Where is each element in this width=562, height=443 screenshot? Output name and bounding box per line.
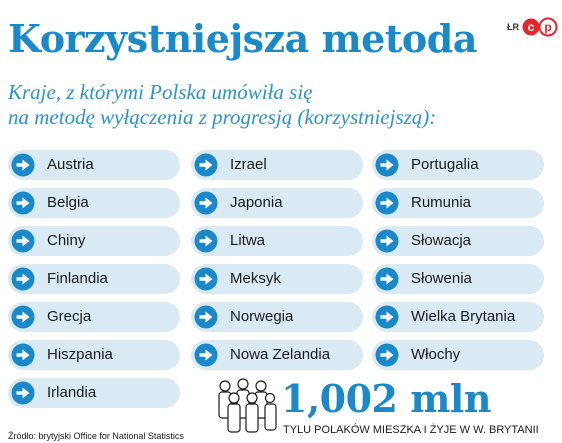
country-label: Hiszpania <box>47 346 113 363</box>
country-item: Portugalia <box>372 150 544 180</box>
arrow-right-circle-icon <box>375 267 399 291</box>
country-label: Litwa <box>230 232 266 249</box>
country-item: Belgia <box>8 188 180 218</box>
country-label: Izrael <box>230 156 267 173</box>
country-item: Włochy <box>372 340 544 370</box>
country-label: Włochy <box>411 346 461 363</box>
arrow-right-circle-icon <box>375 305 399 329</box>
arrow-right-circle-icon <box>11 305 35 329</box>
country-label: Chiny <box>47 232 86 249</box>
arrow-right-circle-icon <box>11 267 35 291</box>
country-label: Irlandia <box>47 384 97 401</box>
country-item: Słowenia <box>372 264 544 294</box>
arrow-right-circle-icon <box>11 381 35 405</box>
stat-caption: TYLU POLAKÓW MIESZKA I ŻYJE W W. BRYTANI… <box>283 424 539 436</box>
arrow-right-circle-icon <box>194 343 218 367</box>
country-item: Słowacja <box>372 226 544 256</box>
country-label: Belgia <box>47 194 89 211</box>
publisher-logo-icon: c p <box>522 17 558 37</box>
country-item: Hiszpania <box>8 340 180 370</box>
country-label: Słowenia <box>411 270 472 287</box>
arrow-right-circle-icon <box>375 229 399 253</box>
page-title: Korzystniejsza metoda <box>8 16 477 61</box>
country-label: Norwegia <box>230 308 294 325</box>
arrow-right-circle-icon <box>11 153 35 177</box>
subtitle-line-1: Kraje, z którymi Polska umówiła się <box>8 80 313 104</box>
country-label: Meksyk <box>230 270 281 287</box>
country-item: Irlandia <box>8 378 180 408</box>
svg-text:p: p <box>544 20 551 34</box>
svg-text:c: c <box>528 20 535 34</box>
subtitle: Kraje, z którymi Polska umówiła się na m… <box>8 80 548 130</box>
arrow-right-circle-icon <box>11 343 35 367</box>
arrow-right-circle-icon <box>375 343 399 367</box>
subtitle-line-2: na metodę wyłączenia z progresją (korzys… <box>8 105 437 129</box>
country-label: Nowa Zelandia <box>230 346 331 363</box>
arrow-right-circle-icon <box>375 153 399 177</box>
people-group-icon <box>218 378 277 433</box>
country-item: Austria <box>8 150 180 180</box>
country-item: Norwegia <box>191 302 363 332</box>
country-item: Nowa Zelandia <box>191 340 363 370</box>
country-item: Japonia <box>191 188 363 218</box>
country-item: Finlandia <box>8 264 180 294</box>
arrow-right-circle-icon <box>375 191 399 215</box>
arrow-right-circle-icon <box>11 229 35 253</box>
author-credit: ŁR <box>507 22 519 32</box>
country-label: Słowacja <box>411 232 472 249</box>
country-label: Rumunia <box>411 194 472 211</box>
country-item: Meksyk <box>191 264 363 294</box>
arrow-right-circle-icon <box>194 153 218 177</box>
country-item: Chiny <box>8 226 180 256</box>
arrow-right-circle-icon <box>194 305 218 329</box>
country-label: Grecja <box>47 308 92 325</box>
country-label: Finlandia <box>47 270 108 287</box>
arrow-right-circle-icon <box>194 229 218 253</box>
stat-value: 1,002 mln <box>281 376 492 421</box>
country-label: Japonia <box>230 194 283 211</box>
country-item: Wielka Brytania <box>372 302 544 332</box>
source-note: Źródło: brytyjski Office for National St… <box>8 431 184 441</box>
country-item: Litwa <box>191 226 363 256</box>
country-label: Austria <box>47 156 94 173</box>
arrow-right-circle-icon <box>194 191 218 215</box>
country-item: Izrael <box>191 150 363 180</box>
country-item: Rumunia <box>372 188 544 218</box>
country-label: Wielka Brytania <box>411 308 516 325</box>
arrow-right-circle-icon <box>11 191 35 215</box>
country-item: Grecja <box>8 302 180 332</box>
country-label: Portugalia <box>411 156 479 173</box>
arrow-right-circle-icon <box>194 267 218 291</box>
